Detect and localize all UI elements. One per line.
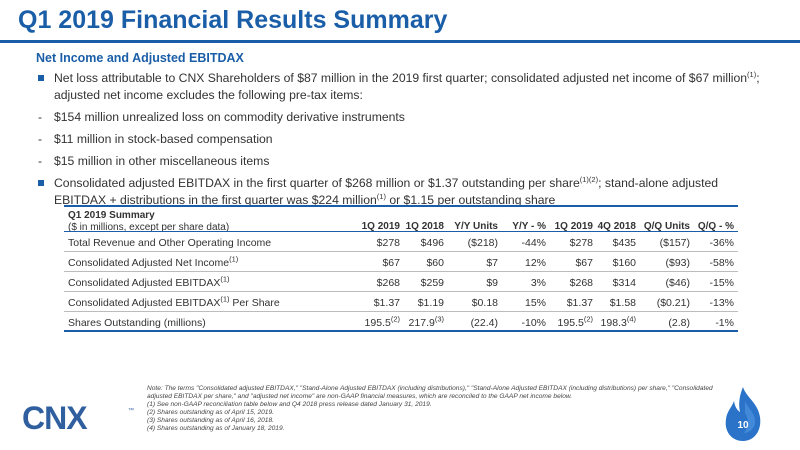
table-cell: -15% bbox=[709, 277, 734, 289]
square-bullet-icon bbox=[38, 75, 44, 81]
footnote: (4) Shares outstanding as of January 18,… bbox=[147, 425, 285, 432]
bullet-net-income: Net loss attributable to CNX Shareholder… bbox=[36, 70, 766, 104]
table-cell: ($218) bbox=[467, 237, 498, 249]
logo-text: CNX bbox=[22, 402, 88, 432]
table-cell: $9 bbox=[486, 277, 498, 289]
column-header: Q/Q Units bbox=[643, 221, 690, 232]
bullet-ebitdax: Consolidated adjusted EBITDAX in the fir… bbox=[36, 175, 766, 209]
table-cell: $1.37 bbox=[373, 297, 400, 309]
footnote: (2) Shares outstanding as of April 15, 2… bbox=[147, 409, 274, 416]
table-cell: (22.4) bbox=[470, 317, 498, 329]
table-header: Q1 2019 Summary ($ in millions, except p… bbox=[64, 205, 738, 233]
page-number: 10 bbox=[737, 420, 749, 431]
table-cell: $1.19 bbox=[417, 297, 444, 309]
table-cell: ($46) bbox=[665, 277, 690, 289]
table-cell: 195.5(2) bbox=[557, 314, 593, 329]
table-cell: -1% bbox=[715, 317, 734, 329]
sub-item: - $154 million unrealized loss on commodi… bbox=[38, 110, 405, 124]
table-cell: $268 bbox=[376, 277, 400, 289]
cnx-logo: CNX ™ bbox=[22, 402, 134, 432]
column-header: 1Q 2018 bbox=[405, 221, 444, 232]
table-cell: $60 bbox=[426, 257, 444, 269]
footnotes: Note: The terms "Consolidated adjusted E… bbox=[147, 385, 737, 433]
table-cell: $1.58 bbox=[609, 297, 636, 309]
table-cell: -58% bbox=[709, 257, 734, 269]
dash-marker: - bbox=[38, 110, 43, 124]
table-cell: 3% bbox=[530, 277, 546, 289]
table-cell: $160 bbox=[612, 257, 636, 269]
footnote-note: Note: The terms "Consolidated adjusted E… bbox=[147, 385, 713, 400]
footnote: (3) Shares outstanding as of April 16, 2… bbox=[147, 417, 274, 424]
table-cell: 198.3(4) bbox=[600, 314, 636, 329]
table-caption-title: Q1 2019 Summary bbox=[68, 210, 155, 221]
trademark-symbol: ™ bbox=[128, 407, 134, 414]
table-cell: $1.37 bbox=[566, 297, 593, 309]
flame-icon bbox=[725, 387, 761, 441]
table-cell: ($0.21) bbox=[656, 297, 690, 309]
table-cell: -36% bbox=[709, 237, 734, 249]
column-header: 4Q 2018 bbox=[597, 221, 636, 232]
table-cell: ($93) bbox=[665, 257, 690, 269]
footnote: (1) See non-GAAP reconciliation table be… bbox=[147, 401, 432, 408]
table-cell: -10% bbox=[521, 317, 546, 329]
table-cell: ($157) bbox=[659, 237, 690, 249]
bullet-list: Net loss attributable to CNX Shareholder… bbox=[36, 70, 766, 209]
page-title: Q1 2019 Financial Results Summary bbox=[18, 6, 448, 34]
table-cell: 15% bbox=[524, 297, 546, 309]
sub-item: - $11 million in stock-based compensation bbox=[38, 132, 273, 146]
table-cell: 217.9(3) bbox=[408, 314, 444, 329]
column-header: 1Q 2019 bbox=[554, 221, 593, 232]
table-cell: -13% bbox=[709, 297, 734, 309]
table-cell: $278 bbox=[376, 237, 400, 249]
header-divider bbox=[64, 231, 738, 232]
row-label: Total Revenue and Other Operating Income bbox=[68, 237, 272, 249]
table-row: Consolidated Adjusted Net Income(1) $67 … bbox=[64, 252, 738, 272]
table-cell: 195.5(2) bbox=[364, 314, 400, 329]
table-cell: $268 bbox=[569, 277, 593, 289]
table-row: Consolidated Adjusted EBITDAX(1) Per Sha… bbox=[64, 292, 738, 312]
table-cell: $0.18 bbox=[471, 297, 498, 309]
column-header: Y/Y Units bbox=[454, 221, 498, 232]
table-cell: $435 bbox=[612, 237, 636, 249]
row-label: Consolidated Adjusted EBITDAX(1) bbox=[68, 274, 230, 289]
table-row: Consolidated Adjusted EBITDAX(1) $268 $2… bbox=[64, 272, 738, 292]
column-header: 1Q 2019 bbox=[361, 221, 400, 232]
table-cell: (2.8) bbox=[668, 317, 690, 329]
table-cell: $67 bbox=[575, 257, 593, 269]
column-header: Y/Y - % bbox=[512, 221, 546, 232]
row-label: Consolidated Adjusted EBITDAX(1) Per Sha… bbox=[68, 294, 280, 309]
table-row: Shares Outstanding (millions) 195.5(2) 2… bbox=[64, 312, 738, 332]
row-label: Consolidated Adjusted Net Income(1) bbox=[68, 254, 239, 269]
table-cell: $7 bbox=[486, 257, 498, 269]
table-cell: $278 bbox=[569, 237, 593, 249]
table-cell: $314 bbox=[612, 277, 636, 289]
table-cell: $67 bbox=[382, 257, 400, 269]
dash-marker: - bbox=[38, 154, 43, 168]
square-bullet-icon bbox=[38, 180, 44, 186]
table-cell: -44% bbox=[521, 237, 546, 249]
table-cell: $496 bbox=[420, 237, 444, 249]
dash-marker: - bbox=[38, 132, 43, 146]
column-header: Q/Q - % bbox=[697, 221, 734, 232]
table-cell: $259 bbox=[420, 277, 444, 289]
table-caption-subtitle: ($ in millions, except per share data) bbox=[68, 222, 230, 233]
row-label: Shares Outstanding (millions) bbox=[68, 317, 206, 329]
section-heading: Net Income and Adjusted EBITDAX bbox=[36, 51, 244, 65]
title-divider bbox=[0, 40, 800, 43]
summary-table: Q1 2019 Summary ($ in millions, except p… bbox=[64, 205, 738, 332]
table-cell: 12% bbox=[524, 257, 546, 269]
sub-item: - $15 million in other miscellaneous item… bbox=[38, 154, 270, 168]
table-row: Total Revenue and Other Operating Income… bbox=[64, 232, 738, 252]
